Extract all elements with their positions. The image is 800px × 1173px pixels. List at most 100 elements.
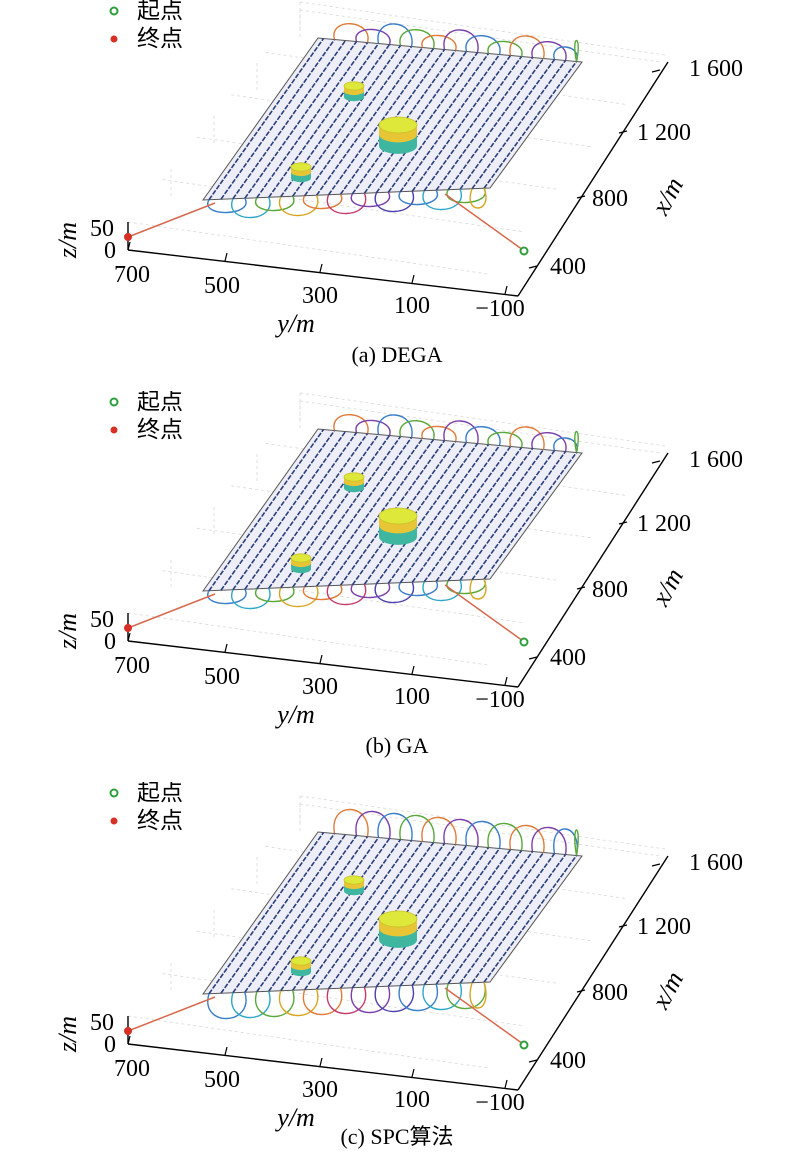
turn-loop [487,40,523,57]
obstacle-cylinder [290,553,312,574]
x-axis-label: x/m [645,173,689,221]
pass-line [447,58,545,191]
turn-loop [422,579,462,602]
x-tick-mark [618,521,628,525]
pass-line [220,833,336,994]
turn-loop [333,808,369,837]
end-marker [124,233,132,241]
pass-line [399,848,501,987]
turn-loop [399,420,435,440]
transit-line-start [444,193,524,251]
y-tick-label: 700 [114,262,150,288]
turn-loop [446,982,486,1010]
pass-line [208,832,325,995]
end-marker [124,1027,132,1035]
z-tick-label: 0 [104,1032,116,1058]
cylinder-top [343,472,365,482]
pass-line [471,451,567,581]
y-axis-label: y/m [274,700,315,729]
pass-line [387,847,490,987]
y-tick-label: 700 [114,1056,150,1082]
pass-line [375,846,479,988]
turn-loop [207,588,247,605]
x-tick-label: 800 [592,186,628,212]
legend-label-end: 终点 [137,26,183,52]
turn-loop [278,989,319,1017]
turn-loop [207,197,247,214]
turn-loop [207,992,247,1020]
turn-loop [574,829,579,856]
obstacle-cylinder [378,507,418,545]
pass-line [244,835,358,993]
y-tick-mark [411,274,415,284]
y-tick-mark [504,1079,508,1089]
x-axis-label: x/m [645,564,689,612]
y-tick-label: 300 [302,1077,338,1103]
y-tick-label: 300 [302,283,338,309]
turn-loop [469,578,487,600]
pass-line [280,838,391,992]
x-tick-label: 1 600 [689,447,743,473]
turn-loop [326,192,367,215]
turn-loop [443,818,479,847]
pass-line [244,432,358,590]
pass-line [423,850,523,986]
y-tick-label: 500 [204,664,240,690]
pass-line [411,849,512,986]
turn-loop [531,41,567,61]
x-tick-mark [528,265,538,269]
obstacle-cylinder [290,162,312,183]
y-tick-mark [224,1046,228,1056]
y-tick-mark [319,654,323,664]
turn-loop [574,40,579,62]
y-axis-line [127,640,519,688]
turn-loop [399,29,435,49]
panel-caption: (a) DEGA [351,342,442,367]
turn-loop [350,582,391,599]
x-tick-mark [528,656,538,660]
turn-loop [231,587,271,610]
turn-loop [443,420,479,444]
chart-panel: 700 500 300 100 −100 400 800 1 200 1 600 0 50 y/m x/… [0,391,800,782]
transit-line-end [127,593,216,629]
start-marker [519,246,529,256]
turn-loop [302,584,343,601]
chart-svg: 700 500 300 100 −100 400 800 1 200 1 600 050 y/m x/… [53,782,743,1149]
x-tick-label: 400 [550,254,586,280]
turn-loop [377,23,413,47]
turn-loop [487,822,523,851]
turn-loop [509,35,545,59]
pass-line [303,840,413,991]
legend-start-marker [109,6,119,16]
turn-loop [333,23,369,43]
pass-line [256,433,369,590]
pass-line [375,52,479,194]
z-tick-label: 0 [104,238,116,264]
pass-line [327,439,435,587]
cylinder-top [343,875,365,885]
pass-line [447,852,545,985]
y-tick-mark [224,643,228,653]
z-tick-label: 0 [104,629,116,655]
x-tick-mark [576,989,586,993]
legend-end-marker [110,817,118,825]
y-tick-label: −100 [475,1090,525,1116]
turn-loop [350,191,391,208]
pass-line [423,56,523,192]
obstacle-cylinder [343,875,365,896]
pass-line [268,43,380,198]
turn-loop [355,28,391,45]
cylinder-top [378,910,418,928]
x-tick-label: 1 200 [637,914,691,940]
pass-line [208,38,325,201]
panel-caption: (c) SPC算法 [340,1124,453,1149]
pass-line [387,53,490,193]
x-tick-mark [651,460,661,464]
x-axis-line [517,452,669,688]
turn-loop [509,426,545,450]
x-tick-mark [618,130,628,134]
end-marker [124,624,132,632]
legend-end-marker [110,35,118,43]
x-tick-label: 800 [592,980,628,1006]
turn-loop [333,414,369,434]
